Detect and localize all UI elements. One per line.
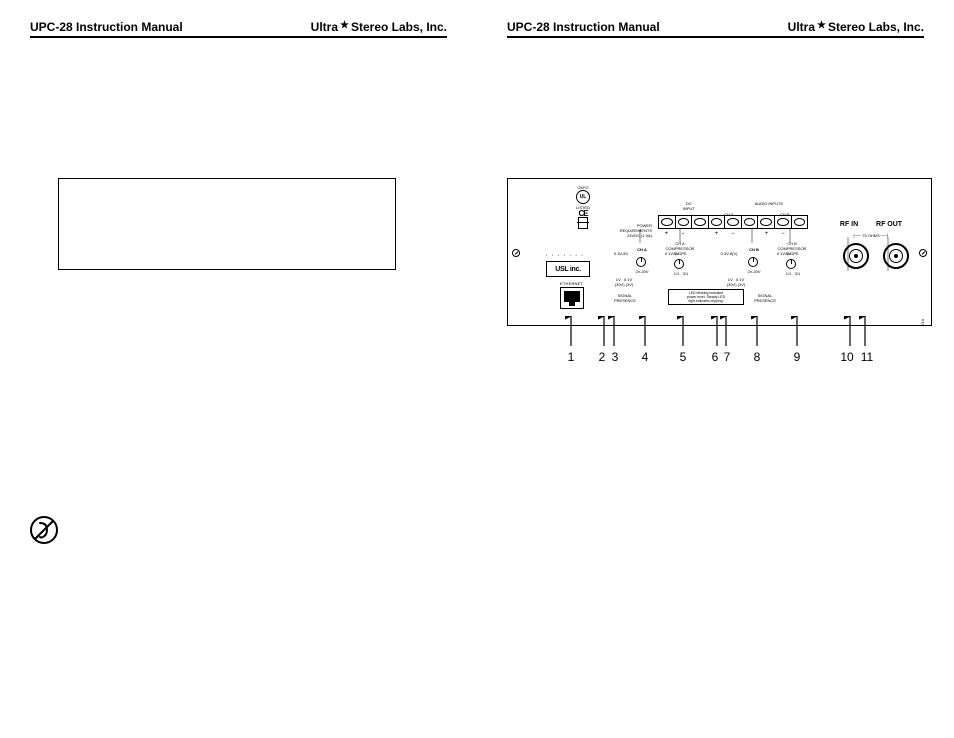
header-left-title-r: UPC-28 Instruction Manual — [507, 20, 660, 34]
panel-plate: OKFG UL LISTED CE ▪ ▪ ▪ ▪ ▪ ▪ ▪ USL inc.… — [507, 178, 932, 326]
screw-icon — [919, 249, 927, 257]
cha-comp-range: 0.1V-1V — [660, 251, 684, 256]
dc-input-label: DC INPUT — [683, 201, 695, 211]
callout-1: 1 — [568, 350, 575, 364]
rf-labels: RF IN RF OUT — [831, 221, 911, 228]
star-icon: ★ — [817, 21, 826, 31]
rf-out-bnc-icon — [883, 243, 909, 269]
weee-icon — [578, 217, 588, 229]
certification-marks: OKFG UL LISTED CE — [568, 185, 598, 229]
page-left: UPC-28 Instruction Manual Ultra ★ Stereo… — [0, 0, 477, 738]
terminal-strip — [658, 215, 808, 229]
cha-gain-range: 0.3V-8V — [608, 251, 634, 256]
header-right: UPC-28 Instruction Manual Ultra ★ Stereo… — [507, 16, 924, 38]
cha-label: CH A — [632, 247, 652, 252]
callout-index-row: 1 2 3 4 5 6 7 8 9 10 11 — [507, 350, 932, 366]
cha-comp-sub: 1/1 3/1 — [664, 271, 698, 276]
chb-lv-row: 1V 0.1V (30V) (3V) — [716, 277, 756, 287]
caution-box — [58, 178, 396, 270]
callout-9: 9 — [794, 350, 801, 364]
rf-out-label: RF OUT — [876, 221, 902, 228]
callout-arrows: 1 2 3 4 5 6 7 8 9 10 11 — [507, 326, 932, 366]
audio-inputs-label: AUDIO INPUTS — [755, 201, 783, 211]
ce-mark-icon: CE — [568, 211, 598, 216]
cha-comp-pot-icon — [674, 259, 684, 269]
callout-8: 8 — [754, 350, 761, 364]
chb-gain-range: 0.3V-8(V) — [714, 251, 744, 256]
callout-10: 10 — [840, 350, 853, 364]
rear-panel-diagram: OKFG UL LISTED CE ▪ ▪ ▪ ▪ ▪ ▪ ▪ USL inc.… — [507, 178, 932, 338]
callout-5: 5 — [680, 350, 687, 364]
okfg-text: OKFG — [568, 185, 598, 190]
rf-in-bnc-icon — [843, 243, 869, 269]
chb-comp-sub: 1/1 3/1 — [776, 271, 810, 276]
page-right: UPC-28 Instruction Manual Ultra ★ Stereo… — [477, 0, 954, 738]
rf-in-label: RF IN — [840, 221, 858, 228]
callout-11: 11 — [861, 350, 873, 364]
callout-4: 4 — [642, 350, 649, 364]
chb-gain-sub: 2V-20V — [742, 269, 766, 274]
star-icon: ★ — [340, 21, 349, 31]
header-left: UPC-28 Instruction Manual Ultra ★ Stereo… — [30, 16, 447, 38]
ul-mark-icon: UL — [576, 190, 590, 204]
callout-7: 7 — [724, 350, 731, 364]
callout-2: 2 — [599, 350, 606, 364]
callout-3: 3 — [612, 350, 619, 364]
chb-gain-pot-icon — [748, 257, 758, 267]
ethernet-label: ETHERNET — [560, 281, 583, 286]
header-left-title: UPC-28 Instruction Manual — [30, 20, 183, 34]
power-requirements: POWER REQUIREMENTS 24VDC (1.0A) — [604, 223, 652, 238]
led-info-box: LED blinking indicates power level. Stea… — [668, 289, 744, 305]
screw-icon — [512, 249, 520, 257]
header-right-title: Ultra ★ Stereo Labs, Inc. — [311, 20, 447, 34]
chb-comp-range: 0.1V-1V — [772, 251, 796, 256]
cha-lv-row: 1V 0.1V (30V) (3V) — [604, 277, 644, 287]
cha-signal-presence: SIGNAL PRESENCE — [608, 293, 642, 303]
cha-gain-sub: 2V-20V — [630, 269, 654, 274]
chb-comp-pot-icon — [786, 259, 796, 269]
chb-label: CH B — [744, 247, 764, 252]
cha-gain-pot-icon — [636, 257, 646, 267]
callout-arrows-svg — [507, 316, 932, 350]
usl-logo: USL inc. — [546, 261, 590, 277]
chb-signal-presence: SIGNAL PRESENCE — [748, 293, 782, 303]
hearing-loop-icon — [30, 516, 58, 544]
usl-dots: ▪ ▪ ▪ ▪ ▪ ▪ ▪ — [546, 253, 590, 259]
rf-ohms-label: ├── 75 OHMS ──┤ — [831, 233, 911, 238]
polarity-row: + − + − + − — [658, 231, 808, 237]
header-right-title-r: Ultra ★ Stereo Labs, Inc. — [788, 20, 924, 34]
callout-6: 6 — [712, 350, 719, 364]
ethernet-jack — [560, 287, 584, 309]
